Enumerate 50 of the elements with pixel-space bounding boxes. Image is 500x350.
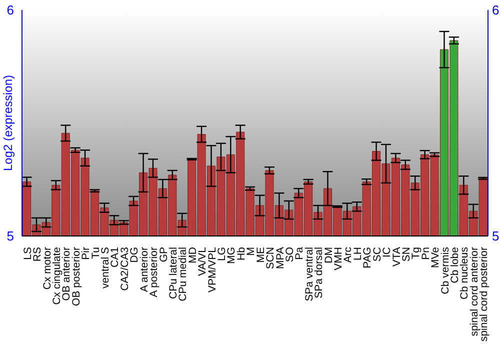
x-tick-label: CA2/CA3 [118, 246, 131, 291]
x-tick-label: M [245, 247, 258, 256]
x-tick-label: Hb [235, 246, 248, 260]
x-tick-label: PAG [362, 247, 374, 268]
x-tick-label: IC [381, 246, 394, 258]
y-axis-title: Log2 (expression) [1, 74, 15, 172]
x-tick-label: DM [322, 247, 335, 264]
x-tick-label: LS [22, 247, 34, 260]
x-tick-label: SO [284, 247, 296, 262]
x-tick-label: Cb lobe [449, 246, 462, 284]
x-tick-label: Cx cingulate [50, 246, 63, 305]
x-tick-label: Tg [410, 246, 422, 260]
y2-tick-label: 6 [492, 2, 500, 18]
x-tick-label: SC [371, 246, 384, 262]
x-tick-label: DG [128, 247, 141, 263]
x-tick-label: MPA [274, 247, 286, 269]
x-tick-label: GP [158, 247, 170, 262]
x-tick-label: Cb vermis [439, 247, 452, 294]
x-tick-label: SPa ventral [303, 247, 316, 302]
x-tick-label: A anterior [138, 246, 150, 292]
x-tick-label: RS [32, 247, 44, 262]
x-tick-label: OB posterior [70, 246, 82, 306]
x-tick-label: Cb nucleus [458, 247, 471, 300]
x-tick-label: CPu medial [177, 247, 190, 302]
x-tick-label: VTA [390, 247, 403, 267]
x-tick-label: OB anterior [60, 246, 73, 301]
x-tick-label: CPu lateral [167, 247, 180, 299]
x-tick-label: ventral S [100, 247, 112, 288]
x-tick-label: CA1 [109, 246, 122, 268]
x-tick-label: MG [226, 247, 238, 264]
x-tick-label: LG [216, 247, 228, 262]
x-tick-label: Cx motor [41, 246, 54, 290]
x-tick-label: MVe [430, 246, 442, 268]
x-tick-label: Pa [294, 246, 306, 260]
x-tick-label: VMH [332, 247, 345, 270]
x-tick-label: Arc [342, 247, 354, 263]
x-tick-label: SN [400, 247, 412, 262]
x-tick-label: A posterior [148, 246, 160, 298]
x-tick-label: SPa dorsal [313, 247, 326, 298]
x-tick-label: ME [254, 247, 267, 263]
x-tick-label: Tu [90, 246, 102, 259]
y2-tick-label: 5 [492, 228, 500, 244]
x-tick-label: spinal cord posterior [478, 246, 490, 342]
x-tick-label: VPM/VPL [206, 246, 218, 293]
x-tick-label: MD [186, 246, 199, 264]
x-tick-label: spinal cord anterior [468, 246, 480, 336]
x-tick-label: LH [352, 247, 364, 260]
x-tick-label: Pir [80, 246, 92, 260]
x-tick-label: VA/VL [196, 246, 209, 276]
x-tick-label: SCN [264, 247, 277, 270]
